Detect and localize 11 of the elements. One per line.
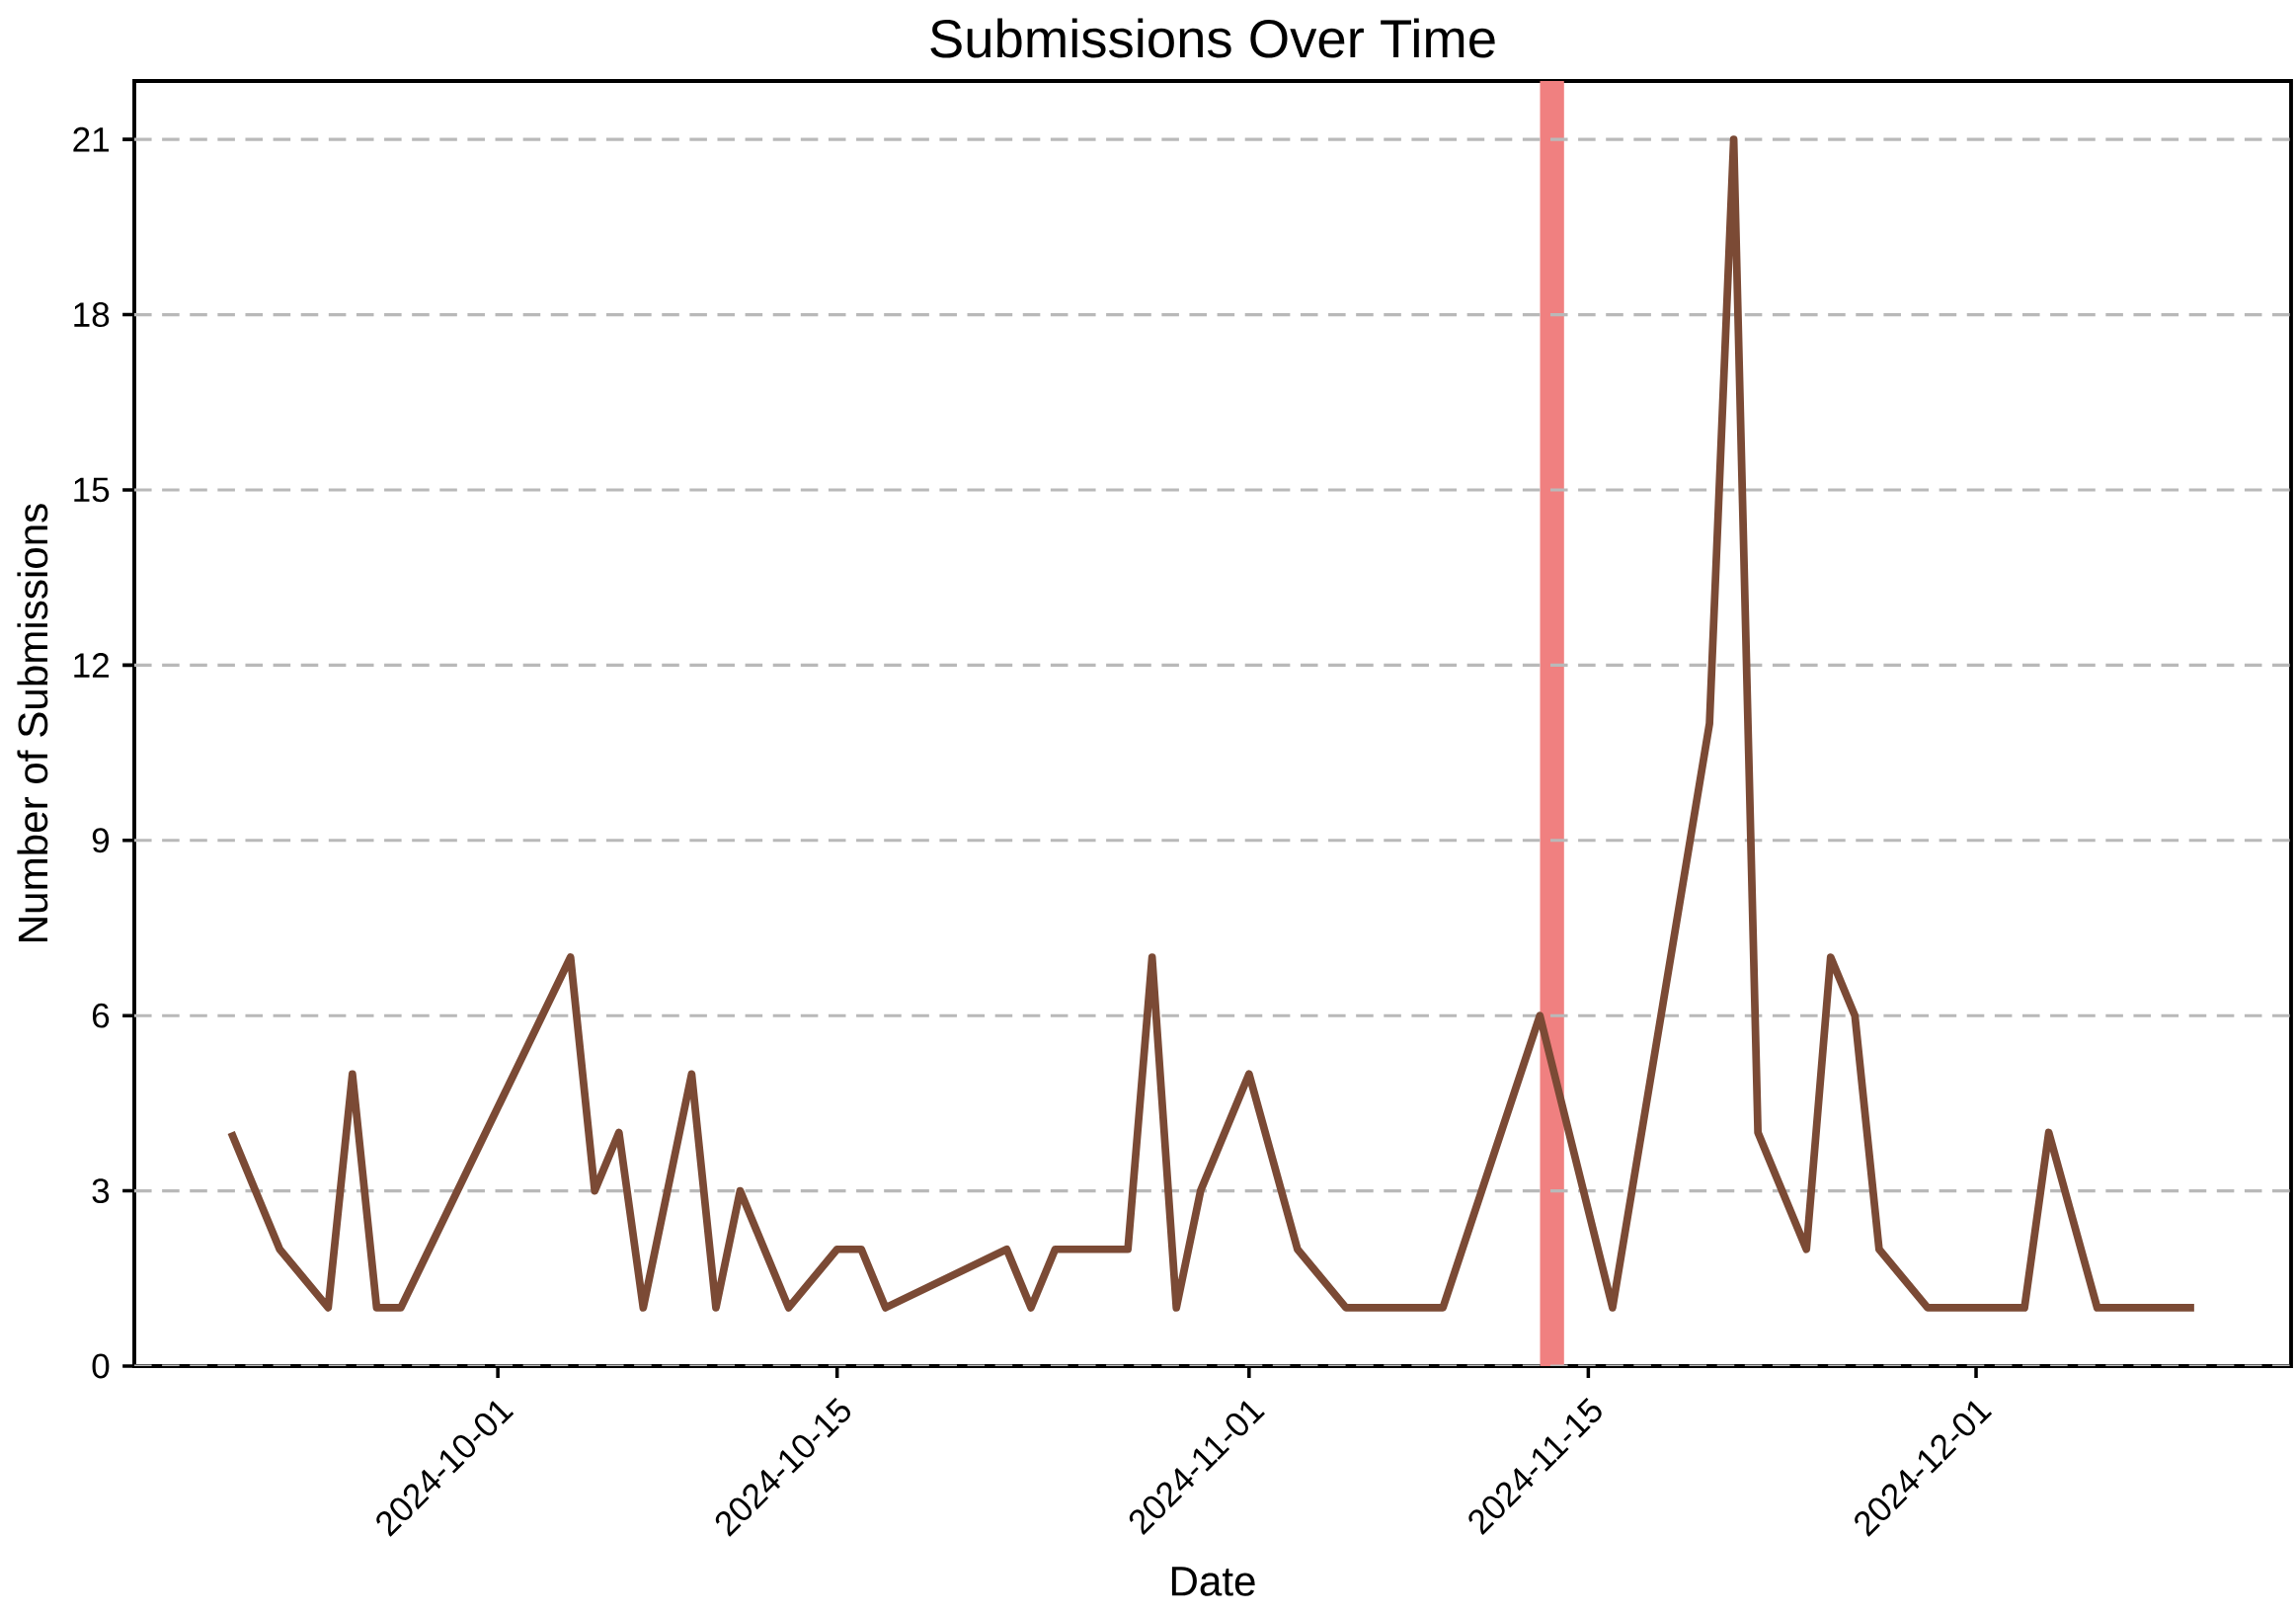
y-tick-label: 21: [73, 126, 110, 152]
y-tick-label: 6: [92, 1003, 110, 1028]
chart-title: Submissions Over Time: [930, 18, 1495, 58]
y-tick-label: 3: [92, 1178, 110, 1204]
y-tick-label: 0: [92, 1353, 110, 1379]
y-tick-label: 18: [74, 302, 110, 327]
x-axis-title: Date: [1171, 1567, 1255, 1596]
y-tick-label: 9: [92, 828, 110, 853]
y-axis-title: Number of Submissions: [17, 504, 48, 941]
y-tick-label: 15: [74, 477, 110, 503]
y-tick-label: 12: [74, 653, 109, 678]
